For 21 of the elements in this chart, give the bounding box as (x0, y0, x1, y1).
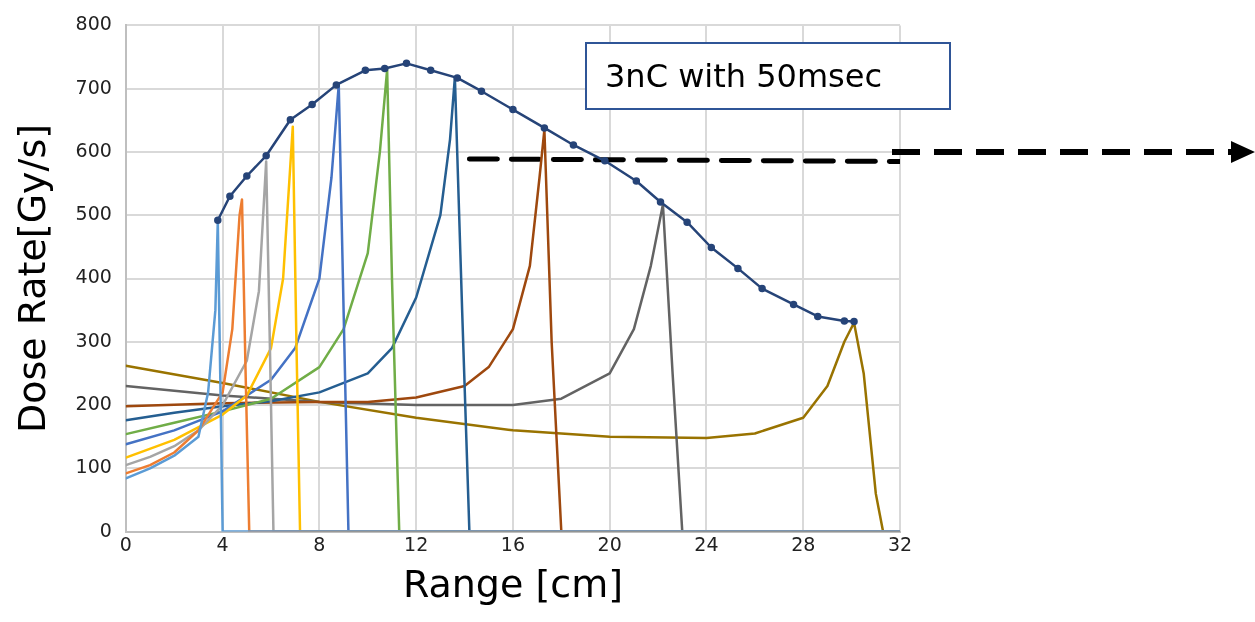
x-tick-label: 12 (404, 532, 429, 555)
x-tick-label: 32 (887, 532, 913, 555)
y-tick-label: 300 (75, 328, 112, 351)
annotation: 3nC with 50msec (585, 42, 951, 110)
y-tick-label: 400 (75, 265, 112, 288)
x-tick-label: 28 (791, 532, 816, 555)
x-tick-label: 4 (216, 532, 229, 555)
y-tick-label: 800 (75, 12, 112, 35)
y-tick-label: 100 (75, 455, 112, 478)
x-tick-label: 16 (500, 532, 526, 555)
y-tick-label: 200 (75, 391, 112, 414)
x-tick-label: 20 (597, 532, 622, 555)
y-tick-label: 500 (75, 202, 112, 225)
y-tick-label: 0 (99, 518, 112, 541)
x-tick-label: 24 (694, 532, 719, 555)
x-axis-title: Range [cm] (402, 562, 623, 607)
x-tick-label: 8 (313, 532, 326, 555)
y-tick-label: 600 (75, 138, 112, 161)
y-tick-label: 700 (75, 75, 112, 98)
y-axis-title: Dose Rate[Gy/s] (9, 123, 54, 434)
x-tick-label: 0 (119, 532, 132, 555)
